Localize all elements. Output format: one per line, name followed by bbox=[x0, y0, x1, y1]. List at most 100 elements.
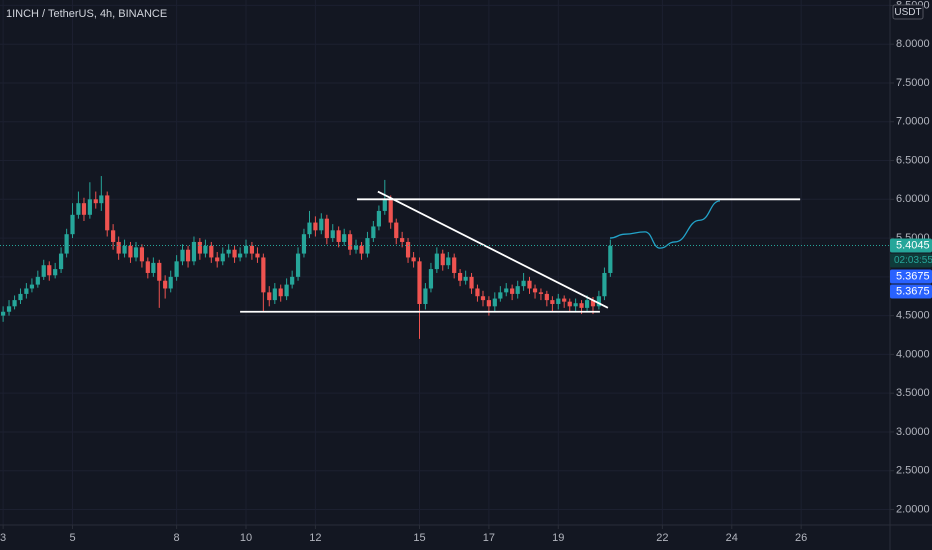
y-tick-label: 2.5000 bbox=[896, 465, 930, 477]
candle-body bbox=[463, 276, 468, 281]
candle-body bbox=[163, 280, 168, 289]
candle-body bbox=[504, 288, 509, 293]
candle-body bbox=[203, 245, 208, 254]
candle-body bbox=[185, 249, 191, 262]
candle-body bbox=[238, 253, 243, 258]
candle-body bbox=[220, 253, 225, 262]
candle-body bbox=[157, 262, 162, 281]
candle-body bbox=[579, 303, 584, 308]
candle-body bbox=[284, 284, 289, 297]
candle-body bbox=[608, 245, 613, 273]
candle-body bbox=[492, 298, 497, 307]
candle-body bbox=[544, 293, 549, 301]
price-tag-label: 5.3675 bbox=[896, 285, 930, 297]
candle-body bbox=[590, 300, 596, 307]
candle-body bbox=[261, 257, 266, 293]
candle-body bbox=[452, 257, 457, 273]
x-tick-label: 22 bbox=[656, 532, 668, 544]
candle-body bbox=[319, 218, 324, 231]
candle-body bbox=[272, 288, 277, 301]
candle-body bbox=[400, 238, 405, 242]
candle-body bbox=[376, 210, 382, 227]
projection-line bbox=[609, 200, 721, 249]
y-tick-label: 2.0000 bbox=[896, 503, 930, 515]
candle-body bbox=[290, 276, 295, 285]
candle-body bbox=[480, 296, 486, 301]
x-tick-label: 24 bbox=[726, 532, 738, 544]
grid bbox=[0, 0, 890, 525]
candle-body bbox=[365, 238, 370, 254]
trend-line bbox=[377, 190, 609, 309]
candle-body bbox=[105, 195, 110, 231]
last-price-label: 5.4045 bbox=[896, 239, 930, 251]
candle-body bbox=[457, 272, 463, 281]
price-tag-label: 5.3675 bbox=[896, 270, 930, 282]
candle-body bbox=[133, 247, 139, 258]
candle-body bbox=[307, 222, 312, 235]
candle-body bbox=[122, 245, 127, 254]
candle-body bbox=[12, 300, 17, 307]
candle-body bbox=[53, 269, 58, 276]
candle-body bbox=[174, 261, 179, 277]
candle-body bbox=[469, 276, 474, 289]
candle-body bbox=[255, 253, 260, 258]
candle-body bbox=[29, 284, 35, 289]
candle-body bbox=[295, 253, 301, 277]
x-tick-label: 5 bbox=[69, 532, 75, 544]
candle-body bbox=[180, 249, 185, 262]
candle-body bbox=[440, 253, 445, 266]
candle-body bbox=[24, 288, 29, 294]
candle-body bbox=[550, 300, 555, 304]
candle-body bbox=[243, 245, 249, 254]
candle-body bbox=[324, 218, 329, 239]
candle-body bbox=[405, 241, 411, 258]
candle-body bbox=[168, 276, 173, 289]
currency-box[interactable] bbox=[892, 4, 924, 20]
candle-body bbox=[515, 286, 520, 294]
candle-body bbox=[486, 300, 491, 307]
currency-label[interactable]: USDT bbox=[894, 7, 921, 18]
x-tick-label: 3 bbox=[0, 532, 6, 544]
candle-body bbox=[556, 298, 561, 304]
candle-body bbox=[191, 241, 197, 262]
plot-area bbox=[0, 176, 890, 339]
candle-body bbox=[81, 203, 87, 215]
candle-body bbox=[145, 261, 150, 273]
candle-body bbox=[573, 303, 578, 307]
candle-body bbox=[382, 199, 387, 211]
x-tick-label: 8 bbox=[174, 532, 180, 544]
candle-body bbox=[226, 249, 231, 254]
candle-body bbox=[197, 241, 202, 254]
candle-body bbox=[567, 301, 572, 307]
x-tick-label: 26 bbox=[795, 532, 807, 544]
candle-body bbox=[128, 245, 133, 258]
candle-body bbox=[359, 245, 364, 254]
y-tick-label: 3.0000 bbox=[896, 426, 930, 438]
x-tick-label: 12 bbox=[309, 532, 321, 544]
candle-body bbox=[87, 199, 92, 215]
candle-body bbox=[151, 262, 156, 273]
y-tick-label: 7.0000 bbox=[896, 116, 930, 128]
candle-body bbox=[538, 292, 544, 294]
candle-body bbox=[353, 245, 359, 250]
y-tick-label: 8.0000 bbox=[896, 38, 930, 50]
candle-body bbox=[411, 257, 416, 262]
candle-body bbox=[6, 306, 12, 312]
candle-body bbox=[371, 226, 376, 239]
candle-body bbox=[446, 257, 451, 266]
candle-body bbox=[70, 214, 75, 235]
candle-body bbox=[388, 199, 393, 223]
last-price-tag bbox=[890, 238, 932, 253]
price-tag bbox=[890, 269, 932, 284]
candle-body bbox=[41, 265, 46, 277]
x-tick-label: 10 bbox=[240, 532, 252, 544]
candle-body bbox=[116, 241, 121, 254]
candle-body bbox=[521, 280, 526, 287]
candle-body bbox=[336, 230, 341, 242]
y-tick-label: 4.5000 bbox=[896, 310, 930, 322]
candle-body bbox=[278, 288, 283, 297]
candle-body bbox=[58, 253, 64, 270]
candle-body bbox=[47, 265, 52, 276]
candle-body bbox=[64, 234, 69, 254]
